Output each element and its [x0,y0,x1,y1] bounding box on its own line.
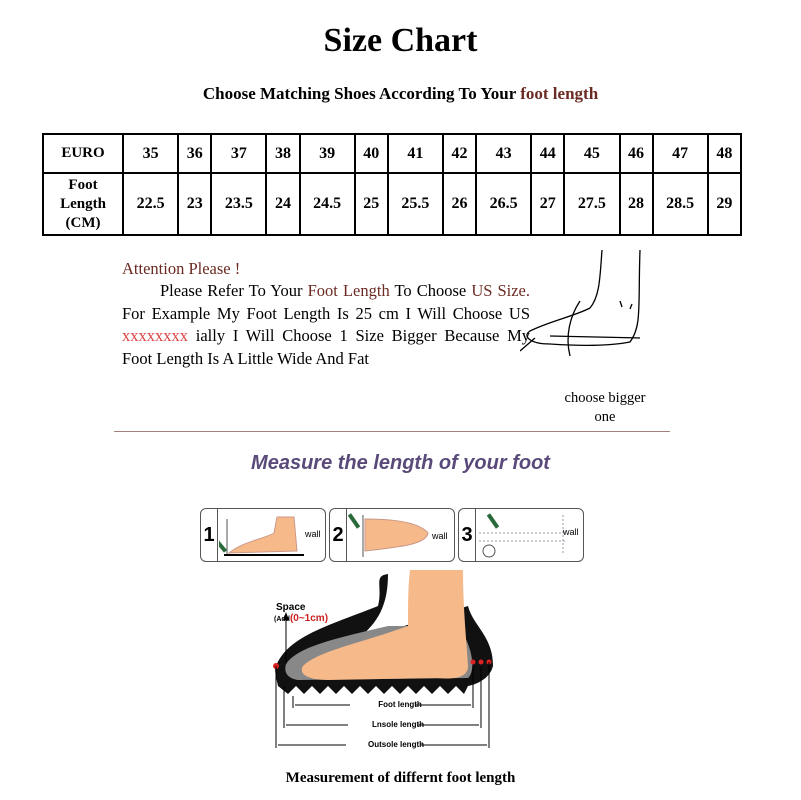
subtitle: Choose Matching Shoes According To Your … [0,84,801,104]
euro-size-cell: 35 [121,133,180,174]
euro-size-cell: 36 [177,133,213,174]
caption: Measurement of differnt foot length [285,770,516,786]
space-add-label: (Add(0~1cm) [274,613,328,624]
foot-length-cell: 23.5 [210,172,268,236]
wall-label: wall [563,527,579,537]
foot-length-cell: 27 [530,172,566,236]
foot-top-icon [348,513,429,557]
foot-length-cell: 27.5 [563,172,621,236]
euro-size-cell: 44 [530,133,566,174]
euro-size-cell: 38 [265,133,301,174]
foot-length-cell: 24 [265,172,301,236]
euro-size-cell: 41 [386,133,444,174]
wall-label: wall [432,531,448,541]
insole-length-label: Lnsole length [372,720,424,729]
divider [114,431,670,432]
foot-length-cell: 26.5 [475,172,533,236]
step-2-panel: 2 wall [329,508,455,562]
foot-length-row: Foot Length (CM) 22.5 23 23.5 24 24.5 25 25.5 26… [42,172,743,236]
foot-length-cell: 28 [618,172,654,236]
foot-length-cell: 22.5 [121,172,180,236]
foot-length-cell: 23 [177,172,213,236]
step-number: 3 [459,509,476,561]
note-redacted: xxxxxxxx [122,326,188,346]
note-text: Please Refer To Your [160,281,308,301]
step-1-panel: 1 wall [200,508,326,562]
note-text: ially I Will Choose 1 Size Bigger Becaus… [122,326,530,368]
foot-length-cell: 24.5 [298,172,356,236]
measure-heading: Measure the length of your foot [251,452,550,474]
euro-header: EURO [42,133,124,174]
foot-length-cell: 25.5 [386,172,444,236]
step-3-panel: 3 wall [458,508,584,562]
attention-note: Attention Please ! Please Refer To Your … [122,258,530,370]
euro-size-cell: 37 [210,133,268,174]
page-title: Size Chart [323,22,478,59]
euro-row: EURO 35 36 37 38 39 40 41 42 43 44 45 46 47 48 [42,133,743,174]
euro-size-cell: 42 [441,133,478,174]
note-us-size: US Size. [471,281,531,301]
euro-size-cell: 45 [563,133,621,174]
foot-length-cell: 25 [353,172,389,236]
foot-side-icon [219,516,304,556]
foot-length-cell: 29 [706,172,743,236]
note-foot-length: Foot Length [307,281,390,301]
ruler-measure-icon [479,513,565,558]
outsole-length-label: Outsole length [368,740,424,749]
wall-label: wall [305,529,321,539]
choose-bigger-label: choose bigger one [564,390,646,425]
note-text: For Example My Foot Length Is 25 cm I Wi… [122,303,530,323]
size-table: EURO 35 36 37 38 39 40 41 42 43 44 45 46 47 48 Foot Le… [42,133,743,236]
step-number: 1 [201,509,218,561]
euro-size-cell: 47 [651,133,709,174]
attention-heading: Attention Please ! [122,259,241,278]
foot-length-cell: 28.5 [651,172,709,236]
add-value: (0~1cm) [289,613,329,624]
foot-length-header: Foot Length (CM) [42,172,124,236]
euro-size-cell: 43 [475,133,533,174]
add-prefix: (Add [274,616,290,623]
euro-size-cell: 39 [298,133,356,174]
shoe-foot-diagram [273,570,493,748]
foot-length-cell: 26 [441,172,478,236]
euro-size-cell: 46 [618,133,654,174]
note-text: To Choose [389,281,472,301]
euro-size-cell: 40 [353,133,389,174]
subtitle-highlight: foot length [520,84,599,103]
step-number: 2 [330,509,347,561]
foot-length-label: Foot length [378,700,422,709]
space-label: Space [276,602,306,613]
subtitle-text: Choose Matching Shoes According To Your [202,84,521,103]
foot-sketch-icon [520,249,641,357]
euro-size-cell: 48 [706,133,743,174]
